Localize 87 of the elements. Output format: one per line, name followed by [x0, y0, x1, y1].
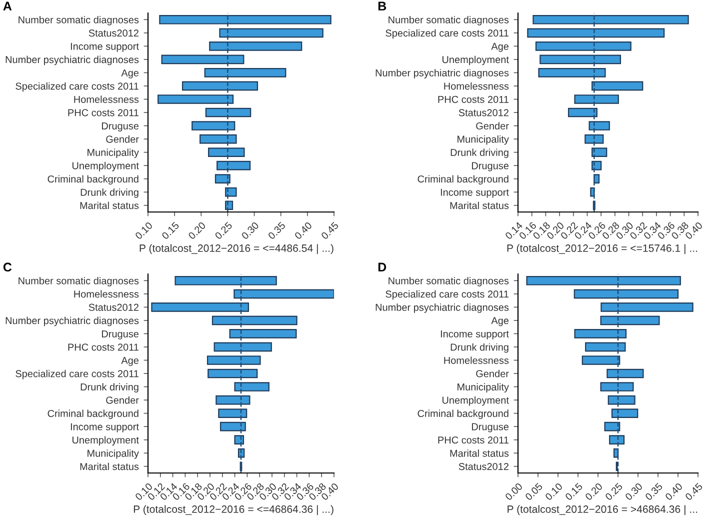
x-tick-label: 0.25	[604, 482, 623, 501]
x-tick-label: 0.25	[214, 222, 233, 240]
y-tick-label: Criminal background	[48, 175, 138, 185]
x-tick-label: 0.35	[644, 482, 663, 501]
x-tick-label: 0.40	[294, 221, 312, 240]
x-tick-label: 0.00	[504, 482, 523, 501]
y-tick-label: Marital status	[450, 449, 509, 457]
y-tick-label: Income support	[70, 42, 139, 52]
x-axis-title: P (totalcost_2012−2016 = <=4486.54 | ...)	[140, 244, 334, 254]
x-tick-label: 0.15	[564, 482, 583, 501]
y-tick-label: Specialized care costs 2011	[386, 290, 508, 300]
y-tick-label: Homelessness	[74, 96, 139, 103]
y-tick-label: Gender	[476, 370, 509, 378]
y-tick-label: Drunk driving	[80, 188, 138, 198]
y-tick-label: Criminal background	[418, 410, 508, 419]
y-tick-label: Number somatic diagnoses	[18, 16, 139, 26]
x-tick-label: 0.20	[584, 482, 603, 501]
x-axis-title: P (totalcost_2012−2016 = >46864.36 | ...	[508, 505, 698, 516]
y-tick-label: Number psychiatric diagnoses	[6, 56, 139, 66]
y-tick-label: Number somatic diagnoses	[388, 16, 509, 26]
y-tick-label: Drunk driving	[80, 383, 138, 392]
y-tick-label: Homelessness	[74, 290, 139, 298]
x-tick-label: 0.45	[320, 222, 339, 240]
x-tick-label: 0.15	[161, 222, 180, 240]
x-tick-label: 0.10	[544, 482, 563, 501]
y-tick-label: Gender	[106, 135, 139, 143]
y-tick-label: Municipality	[88, 449, 139, 459]
y-tick-label: Marital status	[450, 202, 509, 210]
y-tick-label: Drunk driving	[450, 343, 508, 353]
y-tick-label: Druguse	[472, 162, 509, 172]
y-tick-label: Status2012	[88, 30, 138, 37]
y-tick-label: Unemployment	[72, 162, 139, 172]
y-tick-label: Marital status	[80, 202, 139, 210]
y-tick-label: Homelessness	[444, 82, 509, 90]
y-tick-label: Municipality	[458, 383, 509, 392]
y-tick-label: Drunk driving	[450, 148, 508, 158]
y-tick-label: Income support	[70, 423, 139, 432]
y-tick-label: Marital status	[80, 462, 139, 470]
y-tick-label: Criminal background	[418, 175, 508, 185]
y-tick-label: Druguse	[102, 122, 139, 132]
y-tick-label: Homelessness	[444, 356, 509, 364]
y-tick-label: PHC costs 2011	[438, 436, 508, 444]
text: B	[378, 2, 386, 10]
y-tick-label: Specialized care costs 2011	[16, 370, 138, 380]
y-tick-label: Unemployment	[442, 56, 509, 66]
y-tick-label: Municipality	[88, 148, 139, 158]
x-tick-label: 0.30	[240, 221, 260, 240]
text: D	[378, 262, 386, 272]
y-tick-label: Number somatic diagnoses	[18, 277, 139, 286]
y-tick-label: PHC costs 2011	[68, 344, 138, 351]
y-tick-label: Income support	[440, 330, 509, 340]
y-tick-label: PHC costs 2011	[438, 96, 508, 103]
y-tick-label: Specialized care costs 2011	[16, 82, 138, 92]
y-tick-label: Age	[491, 317, 509, 326]
y-tick-label: Age	[491, 42, 509, 52]
y-tick-label: Status2012	[458, 109, 508, 116]
y-tick-label: Gender	[106, 396, 139, 404]
x-tick-label: 0.30	[624, 482, 643, 501]
y-tick-label: Number somatic diagnoses	[388, 277, 509, 286]
y-tick-label: Unemployment	[72, 436, 139, 446]
text: A	[3, 2, 12, 10]
x-tick-label: 0.40	[664, 482, 683, 501]
y-tick-label: Number psychiatric diagnoses	[376, 304, 509, 313]
y-tick-label: Status2012	[88, 304, 138, 311]
y-tick-label: Age	[121, 69, 139, 78]
x-tick-label: 0.28	[602, 222, 620, 240]
y-tick-label: Gender	[476, 122, 509, 130]
y-tick-label: Municipality	[458, 135, 509, 145]
y-tick-label: Number psychiatric diagnoses	[376, 69, 509, 78]
y-tick-label: Number psychiatric diagnoses	[6, 316, 139, 326]
x-tick-label: 0.20	[188, 221, 206, 240]
y-tick-label: Income support	[440, 188, 509, 198]
y-tick-label: Specialized care costs 2011	[386, 29, 508, 39]
x-tick-label: 0.05	[524, 482, 543, 501]
y-tick-label: Status2012	[458, 463, 508, 470]
y-tick-label: Druguse	[472, 423, 509, 432]
x-tick-label: 0.45	[684, 482, 703, 501]
text: C	[3, 262, 12, 272]
x-tick-label: 0.10	[134, 221, 153, 240]
y-tick-label: Unemployment	[442, 396, 509, 406]
y-tick-label: Druguse	[102, 330, 139, 340]
y-tick-label: Criminal background	[48, 410, 138, 419]
y-tick-label: PHC costs 2011	[68, 109, 138, 116]
y-tick-label: Age	[121, 356, 139, 366]
x-axis-title: P (totalcost_2012−2016 = <=15746.1 | ...	[507, 244, 698, 254]
x-axis-title: P (totalcost_2012−2016 = <=46864.36 | ...)	[134, 505, 334, 516]
x-tick-label: 0.35	[268, 222, 286, 240]
